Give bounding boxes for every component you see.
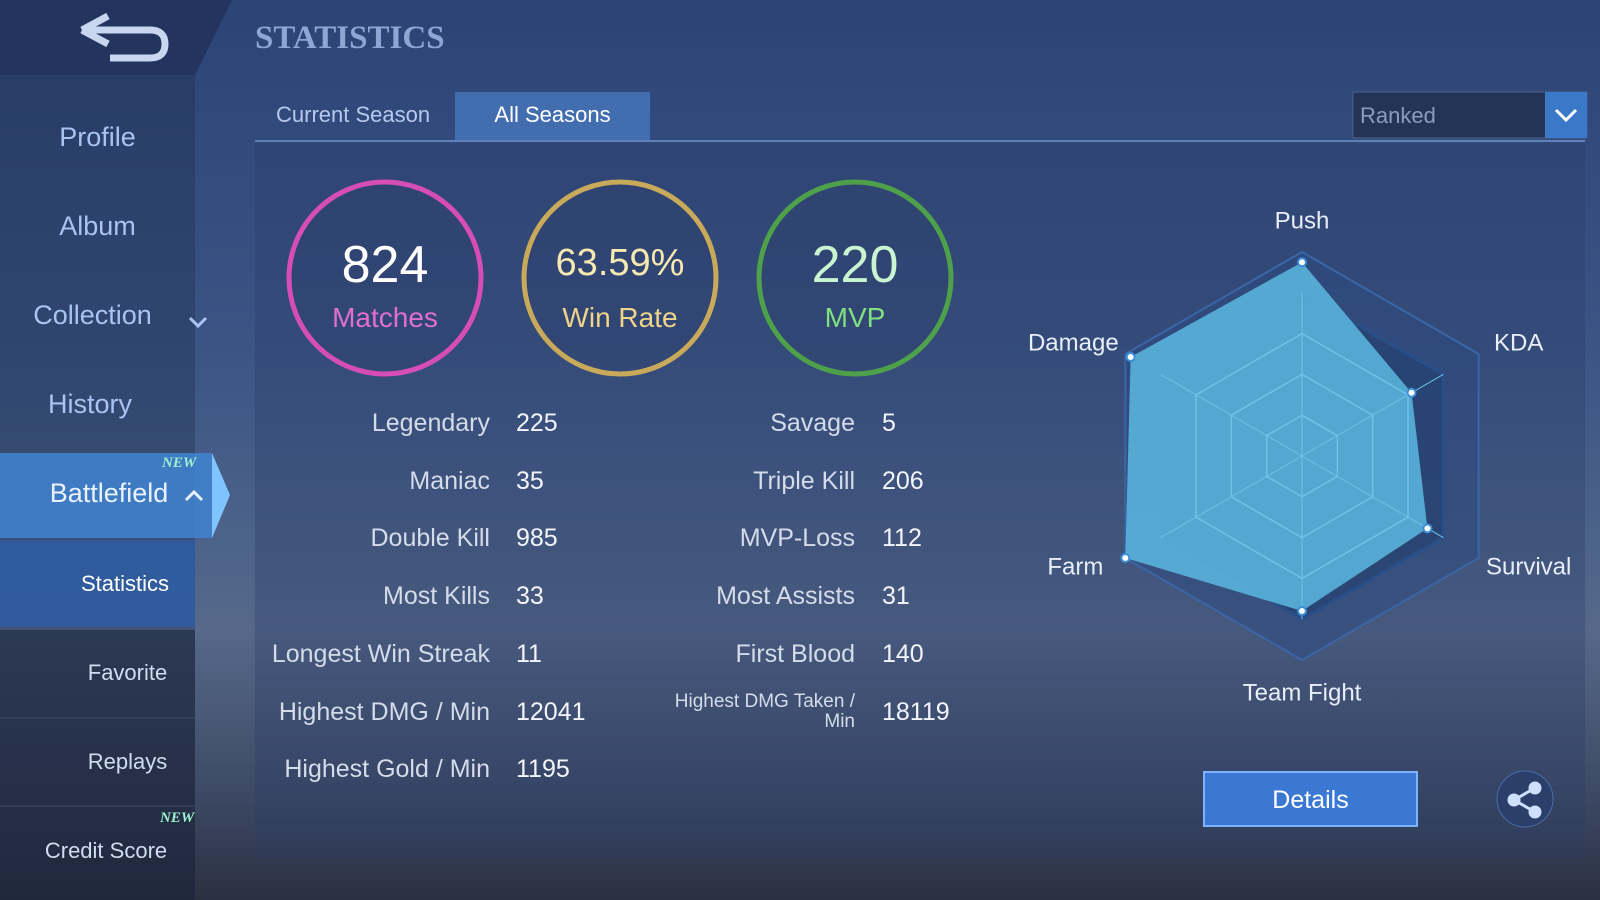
radar-point xyxy=(1297,257,1307,268)
stat-value: 12041 xyxy=(516,697,586,726)
radar-label: Push xyxy=(1275,207,1330,234)
mode-select[interactable]: Ranked xyxy=(1360,103,1436,128)
radar-point xyxy=(1406,387,1417,398)
nav-item[interactable]: Collection xyxy=(33,300,152,330)
stat-label: Savage xyxy=(770,409,855,437)
summary-value: 220 xyxy=(811,236,899,294)
tab[interactable]: Current Season xyxy=(276,102,431,127)
radar-label: Team Fight xyxy=(1243,679,1362,706)
stat-label: Highest DMG Taken / Min xyxy=(674,690,855,732)
summary-label: Win Rate xyxy=(562,302,678,333)
stat-label: Double Kill xyxy=(370,524,490,553)
stat-value: 112 xyxy=(882,524,922,553)
radar-point xyxy=(1422,523,1433,534)
stat-value: 31 xyxy=(882,582,910,611)
radar-spoke xyxy=(1160,455,1303,539)
details-button[interactable]: Details xyxy=(1272,786,1349,814)
radar-spoke xyxy=(1301,455,1444,539)
radar-label: Survival xyxy=(1486,553,1571,580)
stat-label: Legendary xyxy=(371,409,490,437)
stat-label: Triple Kill xyxy=(753,466,855,495)
nav-item[interactable]: Battlefield xyxy=(49,478,169,508)
stat-value: 5 xyxy=(882,409,896,437)
radar-spoke xyxy=(1160,373,1303,457)
radar-label: Damage xyxy=(1028,329,1119,356)
stat-value: 206 xyxy=(882,466,924,495)
new-badge: NEW xyxy=(160,810,195,826)
stat-label: First Blood xyxy=(735,639,855,668)
stat-label: Most Kills xyxy=(383,582,490,611)
stat-label: MVP-Loss xyxy=(739,524,855,553)
stat-value: 225 xyxy=(516,409,558,437)
stat-label: Highest DMG / Min xyxy=(278,697,490,726)
radar-area xyxy=(1125,262,1428,612)
stat-value: 1195 xyxy=(516,755,570,784)
nav-item[interactable]: Replays xyxy=(87,749,168,774)
tab[interactable]: All Seasons xyxy=(494,102,611,127)
nav-item[interactable]: Album xyxy=(59,211,136,241)
stat-value: 35 xyxy=(516,466,544,495)
stat-value: 33 xyxy=(516,582,544,611)
stat-value: 985 xyxy=(516,524,558,553)
radar-point xyxy=(1125,352,1136,363)
summary-value: 824 xyxy=(341,236,429,294)
stat-value: 140 xyxy=(882,639,924,668)
radar-spoke xyxy=(1301,373,1444,457)
stat-label: Highest Gold / Min xyxy=(284,755,490,784)
radar-label: Farm xyxy=(1047,553,1103,580)
nav-item[interactable]: Profile xyxy=(59,122,136,152)
stat-label: Maniac xyxy=(409,466,490,495)
radar-label: KDA xyxy=(1494,329,1543,356)
nav-item[interactable]: History xyxy=(47,389,132,419)
summary-label: Matches xyxy=(332,302,438,333)
nav-item[interactable]: Credit Score xyxy=(44,838,168,863)
new-badge: NEW xyxy=(162,455,197,471)
summary-label: MVP xyxy=(824,302,886,333)
stat-label: Longest Win Streak xyxy=(271,639,490,668)
nav-item[interactable]: Statistics xyxy=(80,571,170,596)
stat-value: 11 xyxy=(516,639,542,668)
page-title: STATISTICS xyxy=(255,20,445,56)
radar-point xyxy=(1297,606,1307,617)
stat-value: 18119 xyxy=(882,697,950,726)
stat-label: Most Assists xyxy=(716,582,855,611)
radar-point xyxy=(1120,553,1131,563)
nav-item[interactable]: Favorite xyxy=(87,660,168,685)
summary-value: 63.59% xyxy=(555,242,685,284)
